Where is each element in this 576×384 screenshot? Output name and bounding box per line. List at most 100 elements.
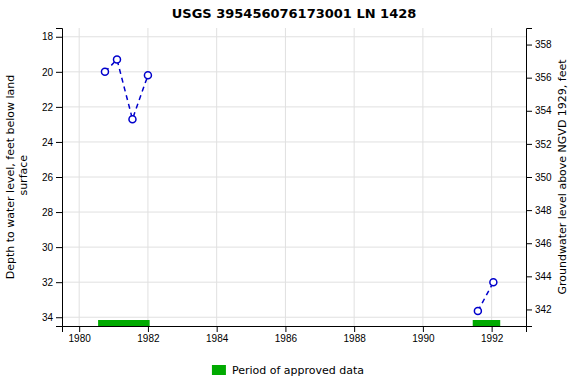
tick: 1984 <box>206 326 229 344</box>
tick-mark <box>526 210 532 211</box>
tick-mark <box>56 72 62 73</box>
legend-swatch <box>212 365 226 375</box>
tick-mark <box>56 37 62 38</box>
tick-label: 22 <box>42 102 54 113</box>
tick-mark <box>56 317 62 318</box>
tick: 356 <box>526 72 552 83</box>
tick: 352 <box>526 139 552 150</box>
tick-label: 20 <box>42 67 54 78</box>
tick-label: 342 <box>535 304 552 315</box>
point <box>474 308 481 315</box>
tick-label: 350 <box>535 172 552 183</box>
point <box>144 72 151 79</box>
tick-mark <box>148 326 149 332</box>
grid-line <box>62 177 526 178</box>
tick-mark <box>526 243 532 244</box>
tick: 1988 <box>344 326 367 344</box>
tick: 346 <box>526 238 552 249</box>
tick-mark <box>56 247 62 248</box>
tick-mark <box>56 177 62 178</box>
grid <box>62 28 526 326</box>
tick: 24 <box>42 137 62 148</box>
grid-line <box>62 71 526 72</box>
grid-line <box>62 141 526 142</box>
tick-label: 356 <box>535 72 552 83</box>
tick-label: 26 <box>42 172 54 183</box>
legend-label: Period of approved data <box>232 364 364 377</box>
series-line <box>478 282 493 311</box>
tick: 342 <box>526 304 552 315</box>
tick-mark <box>56 142 62 143</box>
grid-line <box>62 36 526 37</box>
tick: 1982 <box>137 326 160 344</box>
grid-line <box>62 106 526 107</box>
tick-label: 1984 <box>206 333 229 344</box>
approved-period <box>473 320 500 326</box>
tick-mark <box>354 326 355 332</box>
tick-label: 1992 <box>481 333 504 344</box>
x-axis: 1980 1982 1984 1986 1988 1990 1992 <box>63 326 527 344</box>
chart: 1980 1982 1984 1986 1988 1990 1992 18 20 22 24 26 28… <box>0 0 576 384</box>
tick-mark <box>217 326 218 332</box>
tick-mark <box>56 107 62 108</box>
tick-mark <box>492 326 493 332</box>
tick: 1986 <box>275 326 298 344</box>
tick-label: 24 <box>42 137 54 148</box>
tick-mark <box>285 326 286 332</box>
tick-mark <box>526 177 532 178</box>
y2-axis: 342 344 346 348 350 352 354 356 358 <box>526 29 552 327</box>
tick-mark <box>526 111 532 112</box>
tick: 20 <box>42 67 62 78</box>
axis-line <box>56 29 63 327</box>
y-axis: 18 20 22 24 26 28 30 32 34 <box>42 29 63 327</box>
tick: 344 <box>526 271 552 282</box>
marks <box>98 56 500 326</box>
tick-label: 1988 <box>344 333 367 344</box>
tick-label: 1986 <box>275 333 298 344</box>
tick: 358 <box>526 39 552 50</box>
tick-label: 358 <box>535 39 552 50</box>
plot: 1980 1982 1984 1986 1988 1990 1992 18 20 22 24 26 28… <box>4 28 569 344</box>
tick: 32 <box>42 277 62 288</box>
axis-line <box>527 29 533 327</box>
tick-label: 32 <box>42 277 54 288</box>
grid-line <box>62 247 526 248</box>
tick-label: 1982 <box>137 333 160 344</box>
tick-label: 30 <box>42 242 54 253</box>
tick-mark <box>56 212 62 213</box>
tick: 26 <box>42 172 62 183</box>
tick-mark <box>526 45 532 46</box>
legend: Period of approved data <box>212 364 364 377</box>
tick: 1992 <box>481 326 504 344</box>
tick-mark <box>423 326 424 332</box>
tick: 34 <box>42 312 62 323</box>
tick: 354 <box>526 105 552 116</box>
point <box>101 68 108 75</box>
tick: 1990 <box>412 326 435 344</box>
legend-item: Period of approved data <box>212 364 364 377</box>
tick-mark <box>526 144 532 145</box>
tick-label: 352 <box>535 139 552 150</box>
tick-mark <box>526 309 532 310</box>
tick-label: 28 <box>42 207 54 218</box>
tick: 30 <box>42 242 62 253</box>
tick-label: 18 <box>42 31 54 42</box>
point <box>113 56 120 63</box>
tick-label: 344 <box>535 271 552 282</box>
tick: 22 <box>42 102 62 113</box>
y2-axis-label: Groundwater level above NGVD 1929, feet <box>556 59 569 295</box>
tick-mark <box>526 78 532 79</box>
tick-mark <box>526 276 532 277</box>
tick-label: 346 <box>535 238 552 249</box>
point <box>490 279 497 286</box>
tick: 350 <box>526 172 552 183</box>
tick: 28 <box>42 207 62 218</box>
title: USGS 395456076173001 LN 1428 <box>172 6 417 21</box>
tick-label: 34 <box>42 312 54 323</box>
grid-line <box>62 212 526 213</box>
point <box>129 116 136 123</box>
grid-line <box>62 317 526 318</box>
tick: 1980 <box>69 326 92 344</box>
tick-label: 348 <box>535 205 552 216</box>
axis-line <box>63 327 527 333</box>
